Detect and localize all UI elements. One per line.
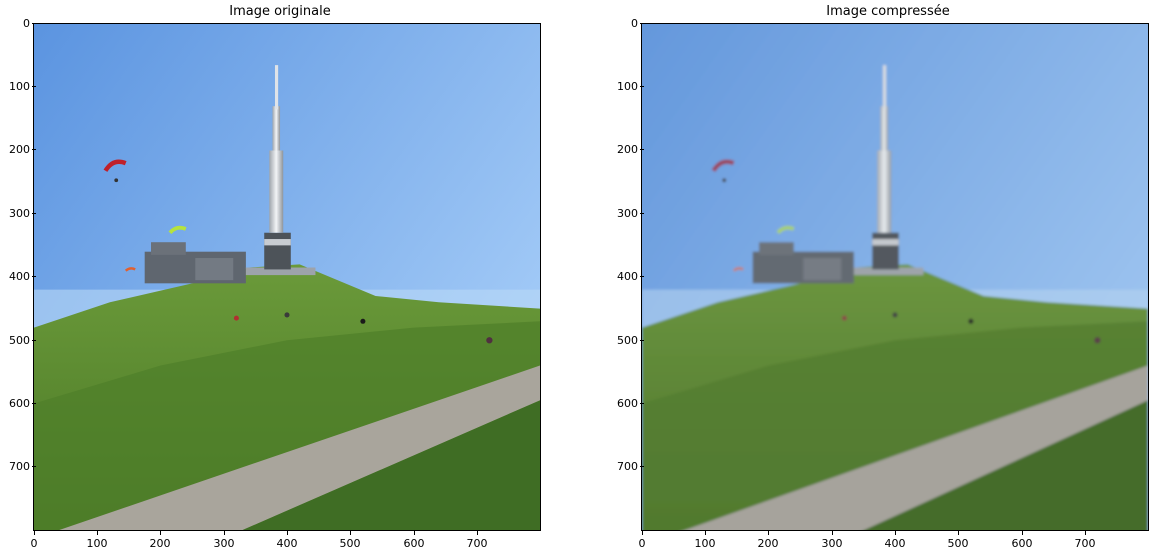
y-tick-label: 600 — [608, 398, 644, 410]
x-tick-label: 400 — [880, 531, 910, 550]
compressed-image-panel: Image compressée — [608, 0, 1156, 554]
x-tick-label: 0 — [627, 531, 657, 550]
original-image-frame — [33, 23, 541, 531]
compressed-image-title: Image compressée — [826, 4, 950, 19]
original-image-title: Image originale — [229, 4, 331, 19]
x-tick-label: 600 — [399, 531, 429, 550]
x-tick-label: 700 — [462, 531, 492, 550]
y-tick-label: 700 — [0, 461, 36, 473]
x-tick-label: 500 — [943, 531, 973, 550]
y-tick-label: 0 — [0, 18, 36, 30]
y-tick-label: 400 — [0, 271, 36, 283]
x-tick-label: 400 — [272, 531, 302, 550]
y-tick-label: 400 — [608, 271, 644, 283]
x-tick-label: 100 — [82, 531, 112, 550]
x-tick-label: 200 — [753, 531, 783, 550]
y-tick-label: 300 — [608, 208, 644, 220]
y-tick-label: 500 — [608, 335, 644, 347]
compressed-photo — [642, 24, 1148, 530]
x-tick-label: 600 — [1007, 531, 1037, 550]
x-tick-label: 0 — [19, 531, 49, 550]
compressed-image-frame — [641, 23, 1149, 531]
x-tick-label: 500 — [335, 531, 365, 550]
original-photo — [34, 24, 540, 530]
y-tick-label: 100 — [0, 81, 36, 93]
y-tick-label: 200 — [608, 144, 644, 156]
original-image-panel: Image originale — [0, 0, 560, 554]
y-tick-label: 700 — [608, 461, 644, 473]
y-tick-label: 100 — [608, 81, 644, 93]
x-tick-label: 700 — [1070, 531, 1100, 550]
y-tick-label: 200 — [0, 144, 36, 156]
y-tick-label: 600 — [0, 398, 36, 410]
y-tick-label: 500 — [0, 335, 36, 347]
x-tick-label: 100 — [690, 531, 720, 550]
x-tick-label: 300 — [817, 531, 847, 550]
y-tick-label: 300 — [0, 208, 36, 220]
y-tick-label: 0 — [608, 18, 644, 30]
x-tick-label: 300 — [209, 531, 239, 550]
x-tick-label: 200 — [145, 531, 175, 550]
